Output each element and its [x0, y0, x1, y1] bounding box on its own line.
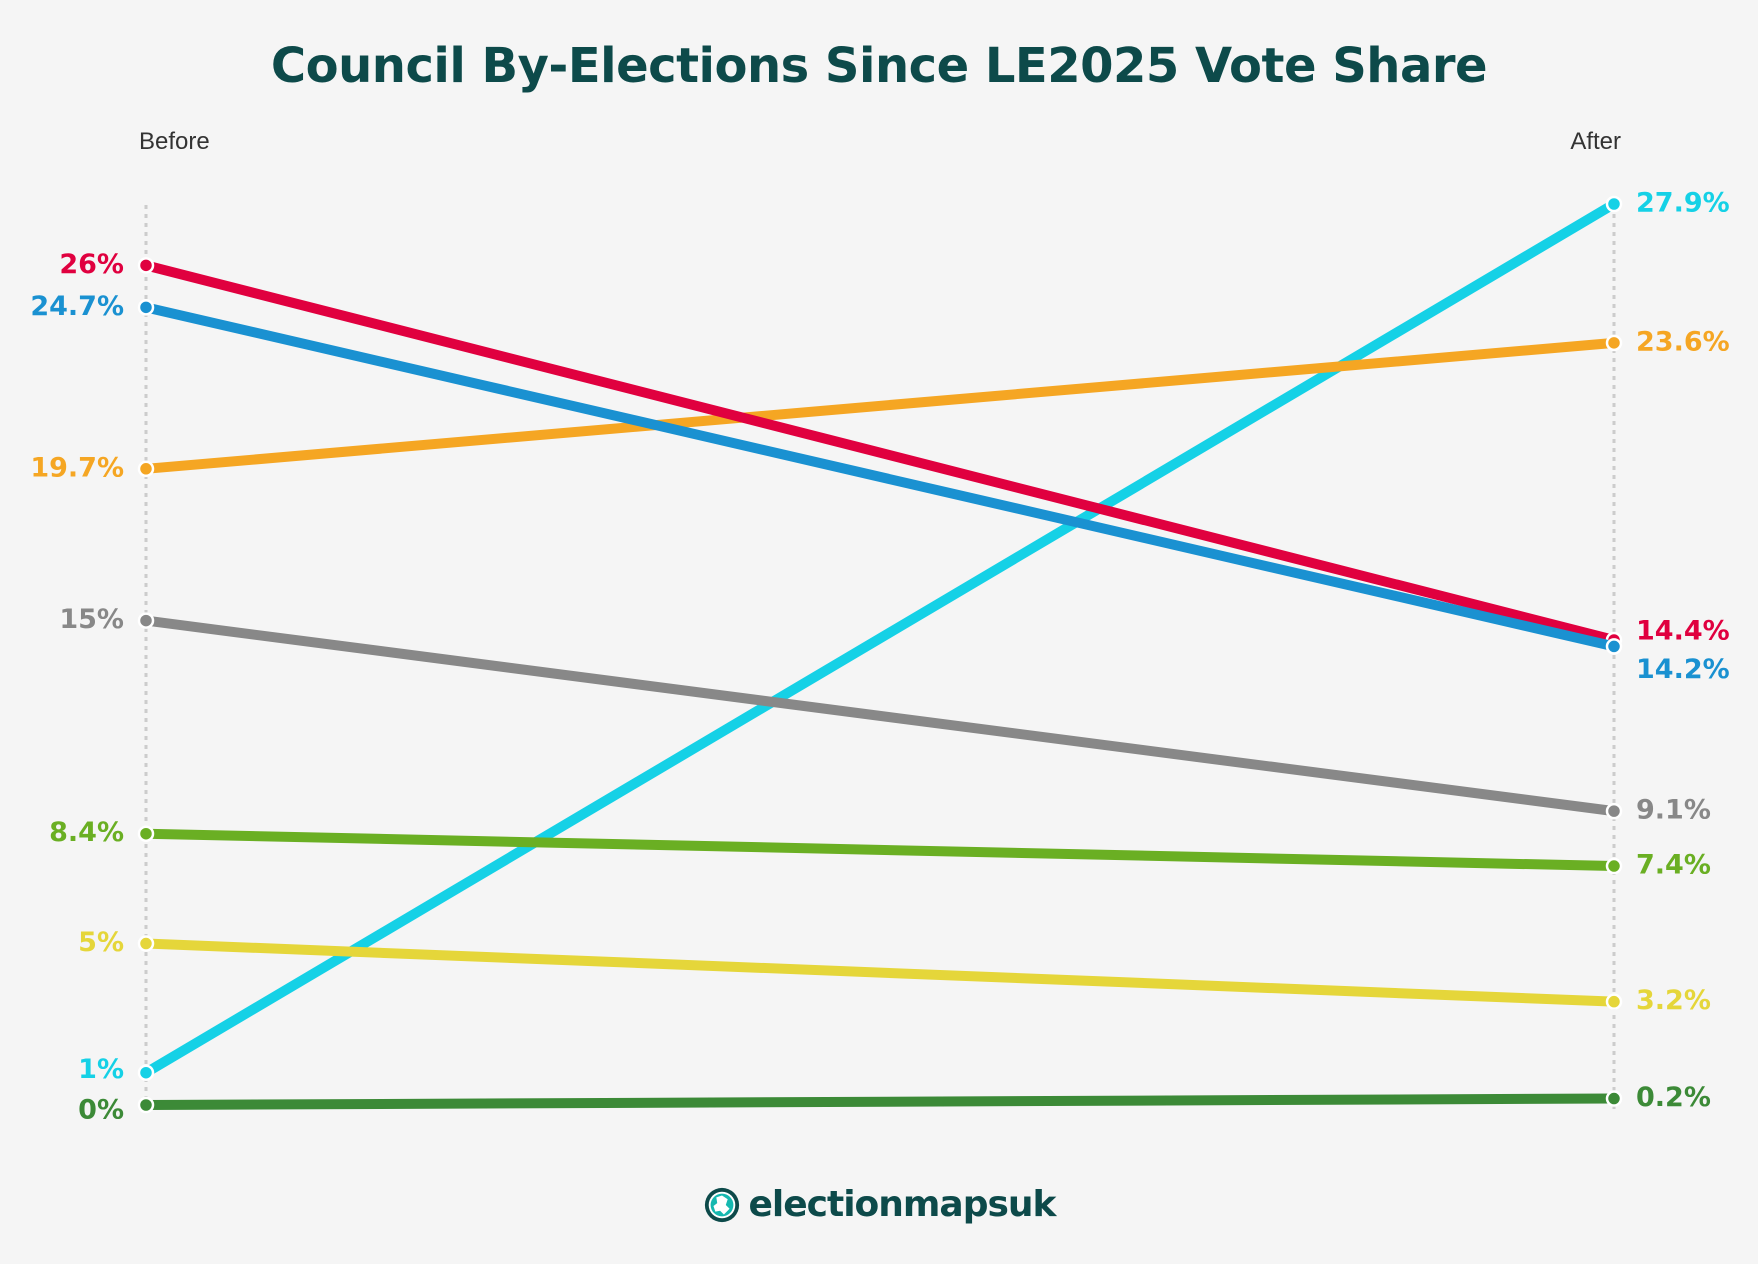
series-1-label-after: 23.6% [1636, 326, 1730, 357]
series-3-point-before [137, 299, 155, 316]
series-0-point-before [137, 1064, 155, 1081]
series-7-label-after: 0.2% [1636, 1082, 1711, 1113]
series-line-5 [141, 828, 1619, 872]
after-header: After [1570, 128, 1621, 155]
series-5-point-before [137, 825, 155, 842]
series-2-label-after: 14.4% [1636, 615, 1730, 646]
series-4-label-before: 15% [59, 604, 124, 635]
series-1-point-after [1605, 334, 1623, 352]
series-5-point-after [1605, 857, 1623, 875]
series-0-label-before: 1% [78, 1054, 124, 1085]
series-3-label-after: 14.2% [1636, 654, 1730, 685]
series-5-label-after: 7.4% [1636, 850, 1711, 881]
series-4-label-after: 9.1% [1636, 795, 1711, 826]
series-0-label-after: 27.9% [1636, 188, 1730, 219]
series-5-label-before: 8.4% [49, 817, 124, 848]
series-2-label-before: 26% [59, 249, 124, 280]
before-header: Before [139, 128, 210, 155]
chart-title: Council By-Elections Since LE2025 Vote S… [270, 38, 1488, 94]
series-1-point-before [137, 460, 155, 478]
series-line-7 [141, 1093, 1619, 1110]
series-layer: 1% 27.9% 19.7% 23.6% 26% 14.4% 24.7% 14.2% 15% 9.… [30, 188, 1729, 1126]
series-6-point-after [1605, 993, 1623, 1010]
brand-logo: electionmapsuk [0, 1184, 1758, 1225]
series-7-point-before [137, 1096, 155, 1114]
series-2-point-before [137, 257, 155, 274]
series-6-label-before: 5% [78, 927, 124, 958]
series-7-label-before: 0% [78, 1095, 124, 1126]
series-3-label-before: 24.7% [30, 291, 124, 322]
series-4-point-before [137, 612, 155, 629]
series-line-3 [141, 302, 1619, 652]
series-line-1 [141, 337, 1619, 474]
globe-icon [704, 1187, 739, 1222]
series-line-2 [141, 260, 1619, 645]
series-0-point-after [1605, 195, 1623, 213]
series-6-point-before [137, 935, 155, 952]
series-line-6 [141, 938, 1619, 1007]
series-1-label-before: 19.7% [30, 452, 124, 483]
series-7-point-after [1605, 1090, 1623, 1107]
series-6-label-after: 3.2% [1636, 985, 1711, 1016]
series-3-point-after [1605, 638, 1623, 655]
brand-name: electionmapsuk [748, 1184, 1057, 1225]
series-line-0 [141, 199, 1619, 1078]
series-line-4 [141, 615, 1619, 817]
series-4-point-after [1605, 802, 1623, 820]
